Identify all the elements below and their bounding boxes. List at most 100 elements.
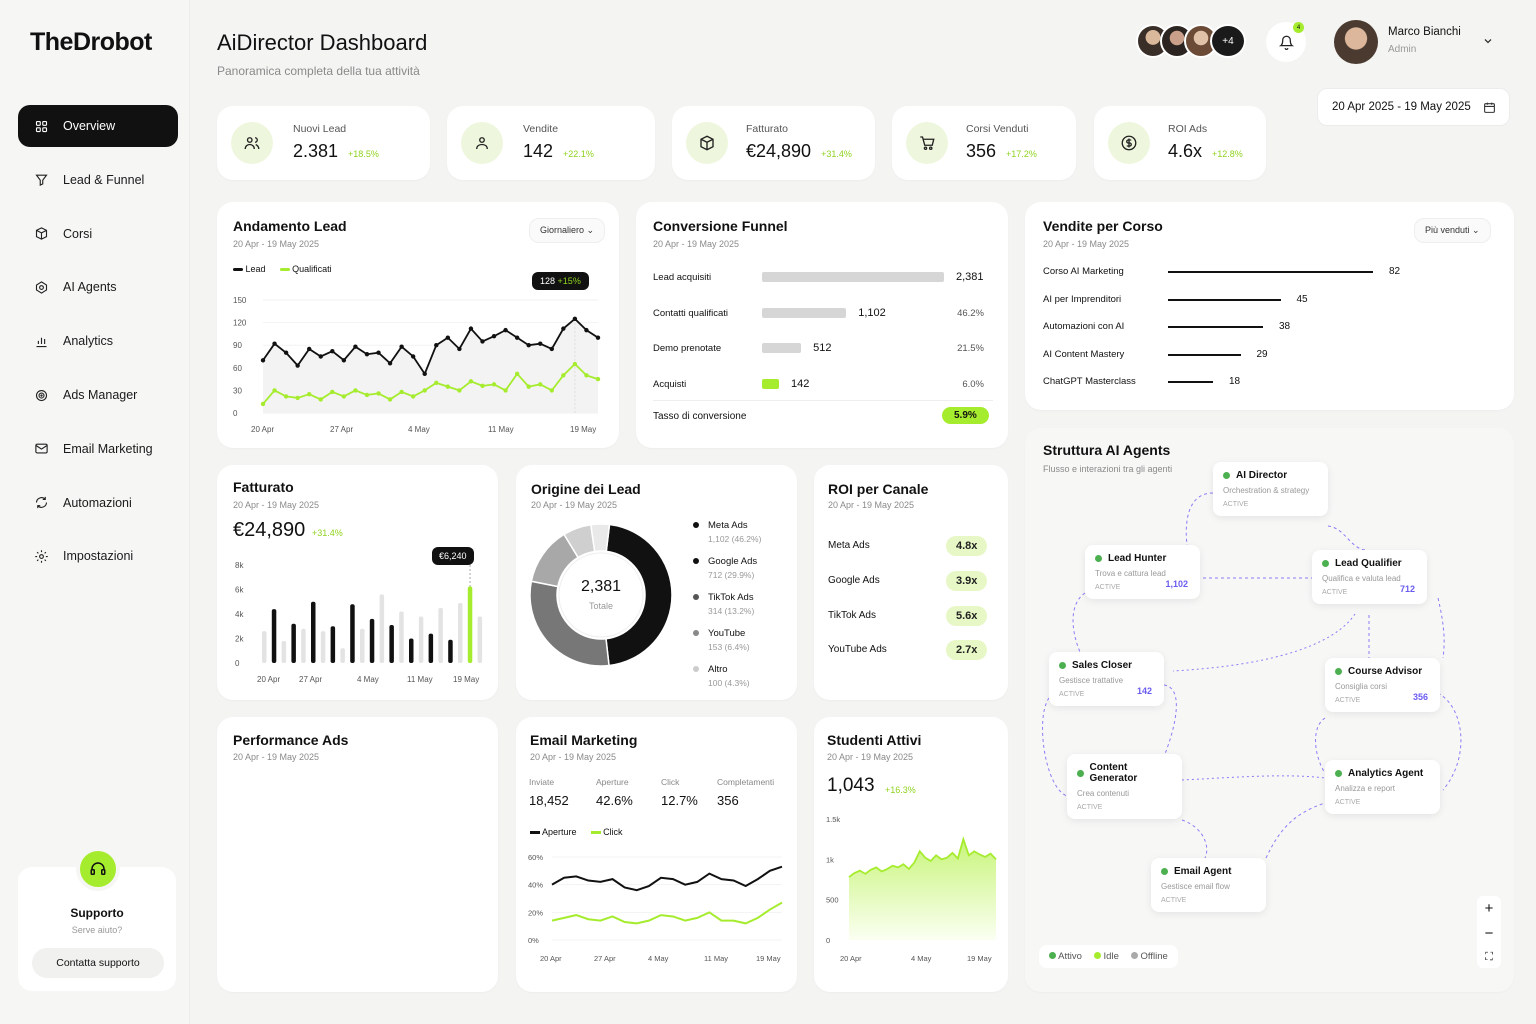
date-range-picker[interactable]: 20 Apr 2025 - 19 May 2025 (1317, 88, 1510, 126)
card-title: Andamento Lead (233, 218, 347, 234)
revenue-bar (458, 602, 463, 663)
qualificati-series-point (457, 388, 462, 393)
mail-icon (35, 443, 48, 454)
nav-item-analytics[interactable]: Analytics (18, 320, 178, 362)
zoom-out-icon[interactable]: − (1484, 925, 1494, 943)
legend-dot (693, 666, 699, 672)
y-tick-label: 40% (528, 881, 543, 890)
connection-line (1163, 684, 1177, 755)
qualificati-series-point (307, 391, 312, 397)
chart-legend: Lead Qualificati (233, 264, 332, 274)
connection-line (1327, 525, 1366, 551)
nav-item-overview[interactable]: Overview (18, 105, 178, 147)
y-tick-label: 120 (233, 319, 247, 328)
qualificati-series-point (561, 373, 566, 378)
course-row-label: AI per Imprenditori (1043, 293, 1122, 305)
user-avatar[interactable] (1334, 20, 1378, 64)
ads-table (227, 775, 491, 969)
course-bar (1168, 271, 1373, 273)
agent-node-content-generator[interactable]: Content Generator Crea contenuti ACTIVE (1067, 754, 1182, 819)
nav-item-lead-funnel[interactable]: Lead & Funnel (18, 159, 178, 201)
qualificati-series-point (491, 382, 497, 387)
lead-series-point (526, 343, 531, 348)
card-range: 20 Apr - 19 May 2025 (233, 500, 320, 510)
legend-aperture: Aperture (530, 827, 577, 837)
nav-item-impostazioni[interactable]: Impostazioni (18, 535, 178, 577)
x-tick-label: 20 Apr (540, 954, 562, 963)
agent-node-lead-qualifier[interactable]: Lead Qualifier Qualifica e valuta lead A… (1312, 550, 1427, 604)
nav-item-email-marketing[interactable]: Email Marketing (18, 428, 178, 470)
agent-name: Lead Qualifier (1335, 558, 1402, 569)
table-row (227, 927, 491, 970)
x-tick-label: 27 Apr (594, 954, 616, 963)
qualificati-series-point (341, 394, 347, 399)
notifications-button[interactable]: 4 (1266, 22, 1306, 62)
nav-item-automazioni[interactable]: Automazioni (18, 482, 178, 524)
agent-desc: Crea contenuti (1077, 789, 1130, 798)
chart-icon (36, 337, 47, 347)
donut-total: 2,381 (580, 578, 622, 595)
agent-node-sales-closer[interactable]: Sales Closer Gestisce trattative ACTIVE … (1049, 652, 1164, 706)
agent-node-email-agent[interactable]: Email Agent Gestisce email flow ACTIVE (1151, 858, 1266, 912)
revenue-bar (360, 628, 365, 663)
zoom-in-icon[interactable]: + (1484, 900, 1494, 918)
qualificati-series-point (410, 394, 416, 399)
agent-node-lead-hunter[interactable]: Lead Hunter Trova e cattura lead ACTIVE … (1085, 545, 1200, 599)
sort-dropdown[interactable]: Più venduti ⌄ (1414, 218, 1491, 243)
chart-tooltip: €6,240 (432, 547, 474, 565)
qualificati-series-point (387, 397, 393, 402)
funnel-row-value: 512 (813, 342, 832, 354)
agent-node-ai-director[interactable]: AI Director Orchestration & strategy ACT… (1213, 462, 1328, 516)
x-tick-label: 20 Apr (251, 425, 274, 434)
legend-dot (693, 630, 699, 636)
agent-node-analytics-agent[interactable]: Analytics Agent Analizza e report ACTIVE (1325, 760, 1440, 814)
qualificati-series-point (538, 382, 543, 387)
kpi-value: €24,890 (746, 141, 812, 161)
lead-trend-card: Andamento Lead 20 Apr - 19 May 2025 Gior… (217, 202, 619, 448)
card-title: Performance Ads (233, 732, 349, 748)
revenue-bar (467, 586, 473, 663)
fullscreen-icon[interactable]: ⛶ (1485, 950, 1493, 963)
lead-origin-donut (529, 523, 673, 667)
funnel-icon (35, 174, 48, 187)
lead-series-point (364, 352, 370, 357)
brand-logo: TheDrobot (30, 28, 152, 56)
nav-label: Email Marketing (63, 441, 153, 456)
x-tick-label: 19 May (967, 954, 992, 963)
team-avatars[interactable]: +4 (1136, 24, 1248, 58)
connection-line (1181, 819, 1208, 859)
lead-series-point (538, 341, 543, 346)
status-dot (1095, 555, 1102, 562)
click-series (551, 901, 783, 925)
legend-lead: Lead (233, 264, 266, 274)
nav-item-ai-agents[interactable]: AI Agents (18, 266, 178, 308)
lead-series-point (283, 350, 289, 355)
revenue-bar (418, 616, 424, 663)
card-range: 20 Apr - 19 May 2025 (828, 500, 915, 510)
funnel-bar (762, 343, 802, 353)
chevron-down-icon[interactable] (1482, 34, 1494, 52)
qualificati-series-point (595, 376, 601, 382)
agent-node-course-advisor[interactable]: Course Advisor Consiglia corsi ACTIVE 35… (1325, 658, 1440, 712)
lead-series-point (549, 346, 554, 352)
nav-item-ads-manager[interactable]: Ads Manager (18, 374, 178, 416)
course-row-value: 82 (1389, 266, 1401, 277)
agent-name: Sales Closer (1072, 660, 1133, 671)
nav-label: Lead & Funnel (63, 172, 145, 187)
revenue-bar (301, 628, 306, 663)
users-icon (461, 122, 503, 164)
nav-item-corsi[interactable]: Corsi (18, 213, 178, 255)
qualificati-series-point (364, 392, 370, 398)
funnel-bar (762, 272, 944, 282)
revenue-bar (330, 626, 336, 663)
connection-line (1172, 613, 1356, 672)
card-range: 20 Apr - 19 May 2025 (530, 752, 617, 762)
granularity-dropdown[interactable]: Giornaliero ⌄ (529, 218, 606, 243)
course-row-value: 29 (1256, 348, 1268, 360)
dropdown-value: Più venduti (1425, 225, 1470, 235)
bell-icon (1278, 35, 1294, 50)
contact-support-button[interactable]: Contatta supporto (32, 948, 164, 978)
package-icon (686, 122, 728, 164)
card-title: ROI per Canale (828, 481, 929, 497)
card-title: Conversione Funnel (653, 218, 788, 234)
